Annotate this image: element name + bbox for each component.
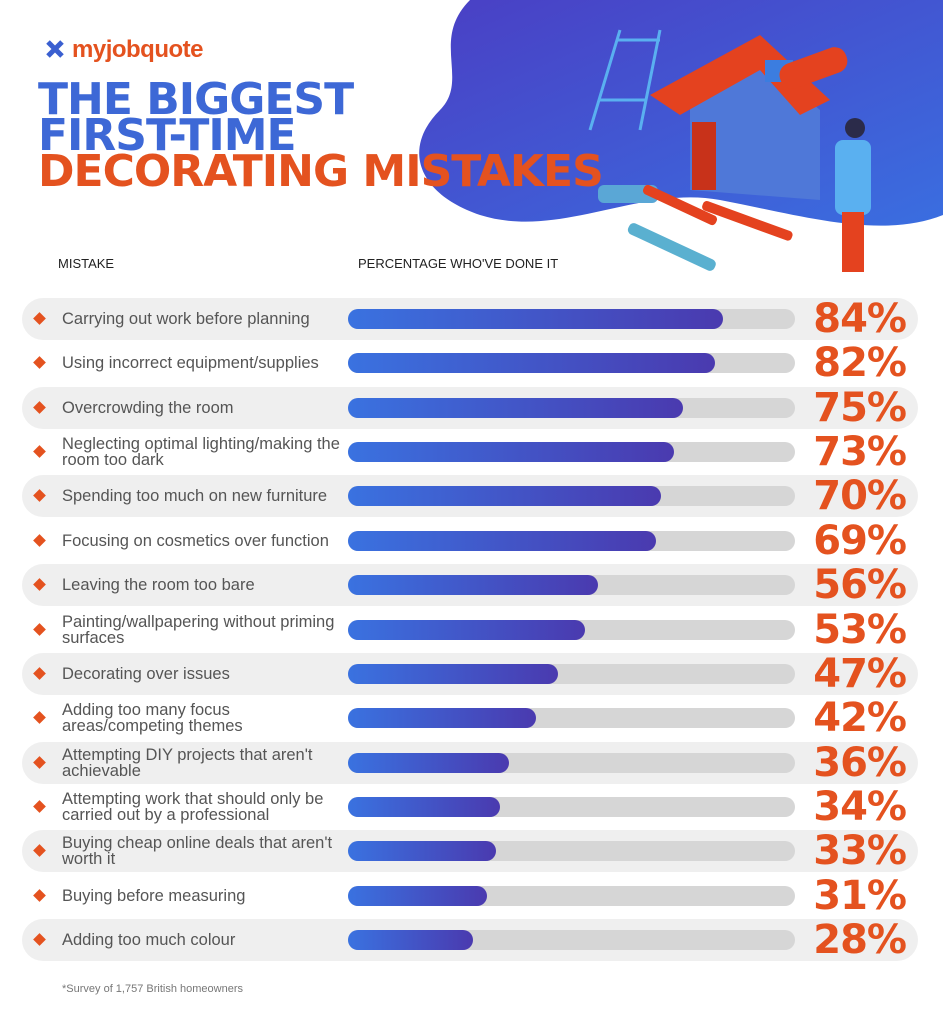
value-label: 56% (813, 562, 907, 609)
bar (348, 841, 496, 862)
bar (348, 619, 585, 640)
decoration (46, 0, 943, 272)
bar (348, 353, 715, 374)
category-label: Attempting work that should only be carr… (62, 789, 324, 824)
bullet (33, 711, 46, 725)
value-label: 28% (813, 917, 907, 964)
value-label: 69% (813, 517, 907, 564)
category-label: Attempting DIY projects that aren't achi… (62, 745, 313, 780)
category-label: Leaving the room too bare (62, 576, 255, 595)
category-label: Adding too many focus areas/competing th… (62, 701, 243, 736)
category-label: Buying before measuring (62, 886, 246, 905)
value-label: 47% (813, 650, 907, 697)
value-label: 42% (813, 695, 907, 742)
title-line: THE BIGGEST (38, 74, 354, 125)
value-label: 31% (813, 872, 907, 919)
bar (348, 486, 661, 507)
bar (348, 752, 509, 773)
value-label: 36% (813, 739, 907, 786)
bar (348, 575, 599, 596)
bullet (33, 445, 46, 458)
title-line: DECORATING MISTAKES (38, 146, 604, 197)
value-label: 33% (813, 828, 907, 875)
category-label: Overcrowding the room (62, 398, 234, 417)
bar (348, 930, 474, 951)
category-label: Focusing on cosmetics over function (62, 531, 329, 550)
column-header: PERCENTAGE WHO'VE DONE IT (358, 256, 559, 271)
category-label: Buying cheap online deals that aren't wo… (62, 834, 333, 869)
category-label: Adding too much colour (62, 931, 236, 950)
bar (348, 663, 559, 684)
bar (348, 708, 536, 729)
bullet (33, 622, 46, 636)
bar (348, 397, 684, 418)
value-label: 73% (813, 429, 907, 476)
value-label: 53% (813, 606, 907, 653)
category-label: Spending too much on new furniture (62, 487, 328, 506)
bar (348, 309, 724, 329)
bar (348, 885, 487, 906)
bar (348, 796, 500, 817)
bar (348, 442, 675, 463)
value-label: 70% (813, 473, 907, 520)
bullet (33, 888, 46, 902)
category-label: Painting/wallpapering without priming su… (62, 612, 335, 647)
category-label: Neglecting optimal lighting/making the r… (62, 435, 340, 470)
category-label: Carrying out work before planning (62, 310, 310, 328)
footnote: *Survey of 1,757 British homeowners (62, 983, 243, 995)
value-label: 82% (813, 340, 907, 387)
bullet (33, 533, 46, 547)
logo: myjobquote (72, 36, 204, 63)
bullet (33, 356, 46, 370)
bullet (33, 800, 46, 813)
bar (348, 530, 657, 551)
column-header: MISTAKE (58, 256, 115, 271)
value-label: 34% (813, 783, 907, 830)
category-label: Decorating over issues (62, 664, 230, 683)
title-line: FIRST-TIME (38, 110, 297, 161)
value-label: 75% (813, 384, 907, 431)
value-label: 84% (813, 296, 907, 342)
category-label: Using incorrect equipment/supplies (62, 354, 319, 373)
